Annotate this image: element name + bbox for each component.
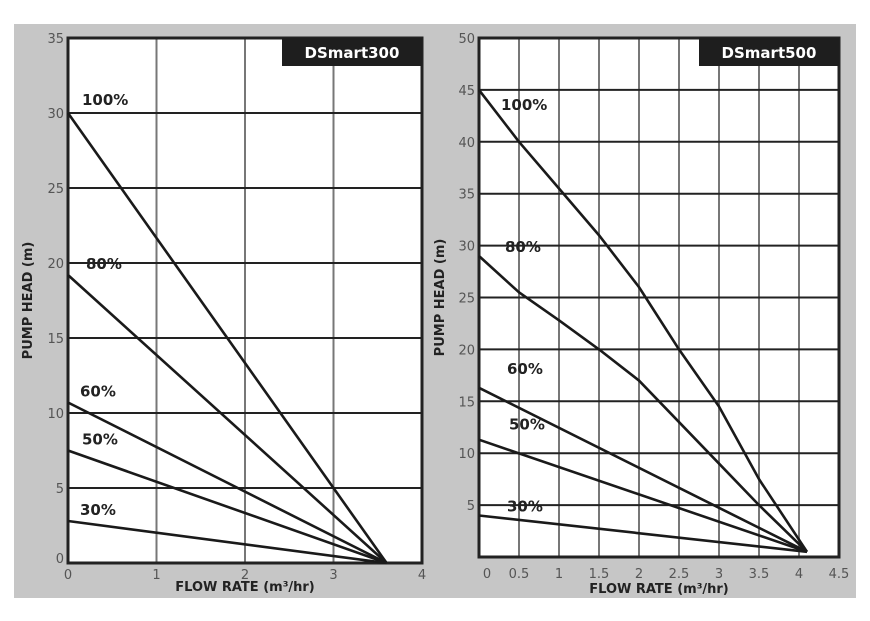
chart-dsmart500: DSmart500 0 0.5 1 1.5 2 2.5 3 3.5 4 4.5 5 10 15 20 25 30… (433, 32, 849, 597)
curve-80-percent (67, 274, 388, 564)
x-tick-label: 3 (715, 567, 723, 582)
curve-30-percent (67, 519, 387, 565)
x-tick-label: 2 (241, 568, 249, 583)
chart-title: DSmart300 (305, 44, 400, 62)
curve-50-percent (478, 438, 808, 554)
y-axis-label: PUMP HEAD (m) (21, 242, 36, 360)
y-tick-label: 10 (458, 447, 475, 462)
x-axis-label: FLOW RATE (m³/hr) (589, 582, 729, 597)
x-tick-label: 2.5 (669, 567, 690, 582)
curve-60-percent (67, 401, 388, 565)
curve-label: 50% (509, 416, 545, 434)
x-tick-label: 3 (329, 568, 337, 583)
x-tick-label: 2 (635, 567, 643, 582)
curve-label: 100% (501, 96, 547, 114)
y-tick-label: 30 (47, 107, 64, 122)
curve-50-percent (67, 449, 388, 565)
curve-100-percent (477, 89, 809, 553)
chart-dsmart300: DSmart300 0 1 2 3 4 0 5 10 15 20 25 30 35 FLOW RATE (m… (21, 32, 426, 595)
x-tick-label: 1 (555, 567, 563, 582)
x-tick-label: 0 (483, 567, 491, 582)
curve-100-percent (66, 112, 388, 564)
chart-title-box (699, 38, 839, 66)
curve-label: 60% (80, 383, 116, 401)
y-tick-label: 40 (458, 136, 475, 151)
x-tick-label: 0.5 (509, 567, 530, 582)
x-axis-label: FLOW RATE (m³/hr) (175, 580, 315, 595)
curve-label: 80% (86, 255, 122, 273)
x-tick-label: 3.5 (749, 567, 770, 582)
x-tick-label: 4 (795, 567, 803, 582)
chart-title: DSmart500 (722, 44, 817, 62)
y-tick-label: 35 (458, 188, 475, 203)
y-tick-label: 15 (458, 395, 475, 410)
y-tick-label: 0 (56, 552, 64, 567)
y-tick-label: 45 (458, 84, 475, 99)
x-tick-label: 4 (418, 568, 426, 583)
curve-80-percent (478, 255, 808, 553)
y-tick-label: 25 (47, 182, 64, 197)
y-tick-label: 50 (458, 32, 475, 47)
y-tick-label: 25 (458, 292, 475, 307)
y-tick-label: 20 (458, 343, 475, 358)
curve-60-percent (478, 386, 808, 553)
plot-frame (66, 36, 424, 565)
y-tick-label: 30 (458, 240, 475, 255)
curve-label: 60% (507, 360, 543, 378)
y-tick-label: 5 (56, 482, 64, 497)
y-tick-label: 35 (47, 32, 64, 47)
x-tick-label: 1 (152, 568, 160, 583)
y-tick-label: 15 (47, 332, 64, 347)
y-axis-label: PUMP HEAD (m) (433, 239, 448, 357)
curve-30-percent (478, 514, 808, 554)
x-tick-label: 0 (64, 568, 72, 583)
curve-label: 30% (80, 501, 116, 519)
plot-frame (477, 36, 841, 559)
y-tick-label: 10 (47, 407, 64, 422)
curve-label: 80% (505, 238, 541, 256)
curve-label: 100% (82, 91, 128, 109)
chart-title-box (282, 38, 422, 66)
curve-label: 50% (82, 431, 118, 449)
curve-label: 30% (507, 497, 543, 515)
y-tick-label: 20 (47, 257, 64, 272)
y-tick-label: 5 (467, 499, 475, 514)
x-tick-label: 4.5 (829, 567, 850, 582)
x-tick-label: 1.5 (589, 567, 610, 582)
